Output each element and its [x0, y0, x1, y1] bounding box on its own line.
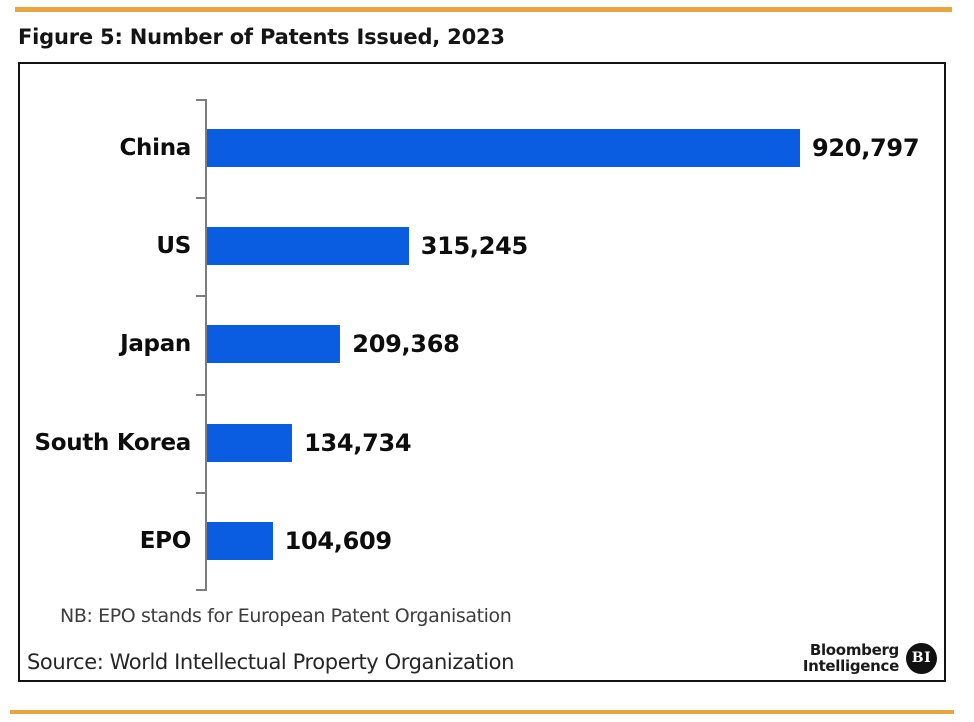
chart-footnote: NB: EPO stands for European Patent Organ… [60, 605, 512, 627]
category-label: US [156, 233, 191, 260]
category-label: South Korea [34, 429, 192, 456]
value-label: 920,797 [812, 134, 920, 163]
figure-title: Figure 5: Number of Patents Issued, 2023 [18, 25, 505, 49]
bi-badge-icon: BI [906, 642, 937, 674]
bar-us [205, 227, 409, 266]
bar-row: US 315,245 [20, 197, 944, 295]
bar-zone: 134,734 [205, 394, 944, 492]
chart-frame: China 920,797 US 315,245 Japan 209,368 South K… [18, 62, 946, 682]
bar-japan [205, 325, 341, 364]
category-label: China [119, 135, 191, 162]
axis-tick [196, 99, 205, 101]
logo-line2: Intelligence [802, 657, 899, 675]
category-label: EPO [139, 527, 192, 554]
logo-line1: Bloomberg [809, 641, 899, 659]
logo-wordmark: Bloomberg Intelligence [803, 642, 899, 674]
y-axis-line [205, 99, 207, 591]
bar-row: China 920,797 [20, 99, 944, 197]
value-label: 104,609 [284, 526, 393, 555]
top-accent-rule [15, 7, 952, 12]
value-label: 134,734 [304, 428, 412, 457]
source-attribution: Source: World Intellectual Property Orga… [27, 650, 515, 674]
bottom-accent-rule [10, 710, 954, 714]
bar-rows: China 920,797 US 315,245 Japan 209,368 South K… [20, 99, 944, 590]
bar-south-korea [205, 423, 293, 462]
axis-tick [196, 589, 205, 591]
bar-row: Japan 209,368 [20, 295, 944, 393]
value-label: 209,368 [352, 330, 460, 359]
bar-zone: 104,609 [205, 492, 944, 590]
bar-zone: 209,368 [205, 295, 944, 393]
bar-china [205, 129, 800, 168]
plot-area: China 920,797 US 315,245 Japan 209,368 South K… [20, 99, 944, 591]
axis-tick [196, 393, 205, 396]
bloomberg-intelligence-logo: Bloomberg Intelligence BI [803, 642, 937, 674]
axis-tick [196, 295, 205, 298]
axis-tick [196, 491, 205, 494]
category-label: Japan [120, 331, 191, 358]
value-label: 315,245 [420, 232, 529, 261]
bar-zone: 315,245 [205, 197, 944, 295]
bar-zone: 920,797 [205, 99, 944, 197]
bar-row: South Korea 134,734 [20, 394, 944, 492]
bar-row: EPO 104,609 [20, 492, 944, 590]
axis-tick [196, 197, 205, 200]
bar-epo [205, 521, 273, 560]
